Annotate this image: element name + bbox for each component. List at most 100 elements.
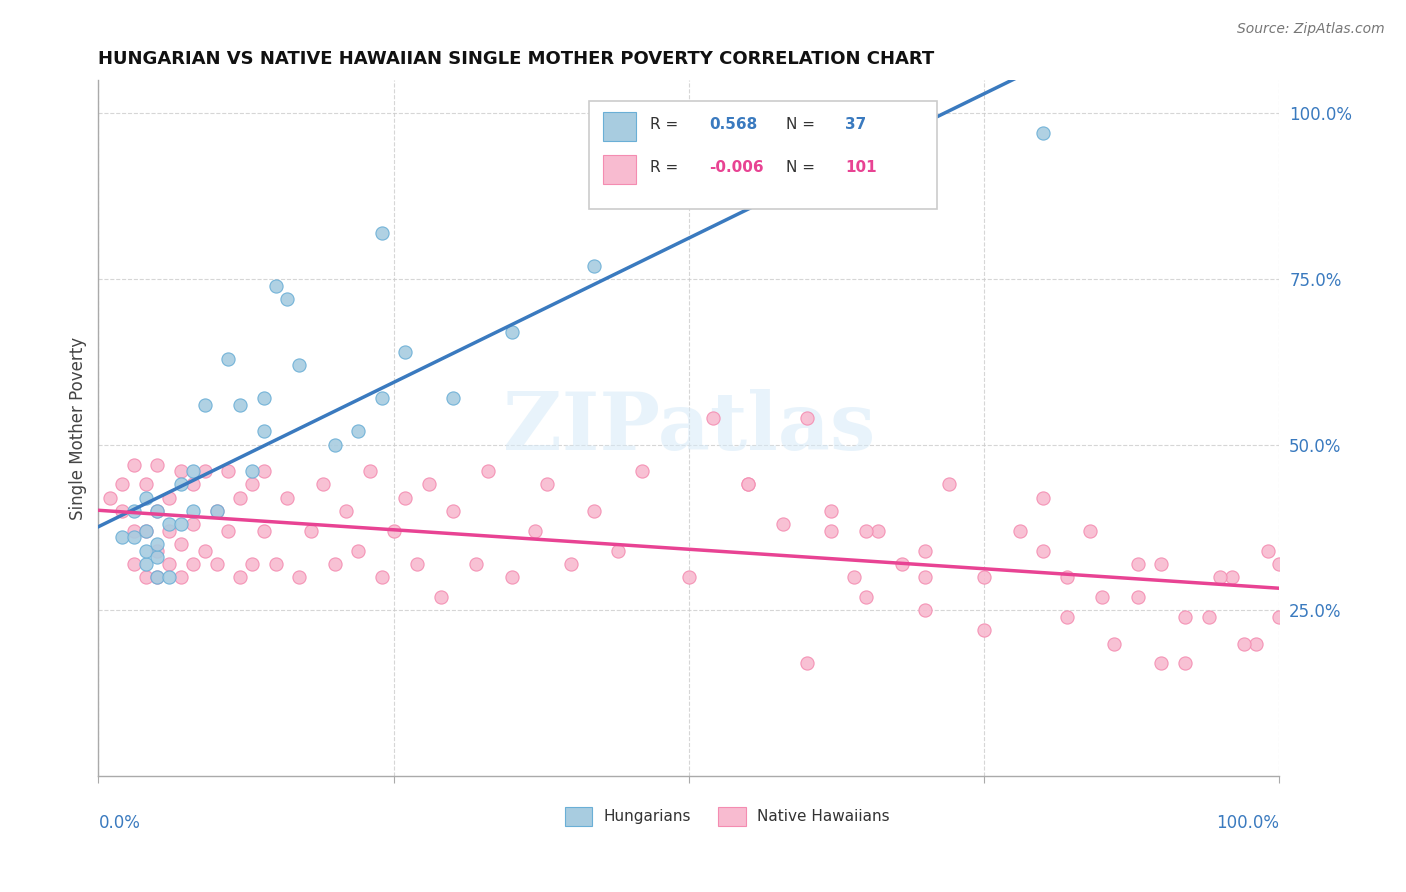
Point [607,543,630,558]
Point [205,504,228,518]
Point [335,504,357,518]
Point [394,491,416,505]
Point [240,464,263,478]
Point [146,537,169,551]
Text: N =: N = [786,161,820,176]
Point [1126,557,1149,571]
Point [122,531,145,545]
Point [135,524,157,538]
Point [1150,657,1173,671]
Point [194,398,217,412]
Point [217,351,239,366]
Text: R =: R = [650,118,683,132]
Point [1080,524,1102,538]
Point [418,477,440,491]
Text: 101: 101 [845,161,876,176]
Point [347,425,370,439]
Point [312,477,335,491]
Point [630,464,652,478]
Point [394,345,416,359]
Point [135,477,157,491]
Point [737,477,759,491]
Point [146,543,169,558]
FancyBboxPatch shape [565,806,592,826]
Text: R =: R = [650,161,683,176]
Point [205,557,228,571]
Text: 100.0%: 100.0% [1216,814,1279,832]
Point [501,570,523,584]
Point [229,570,252,584]
Point [146,570,169,584]
Text: Source: ZipAtlas.com: Source: ZipAtlas.com [1237,22,1385,37]
Point [146,504,169,518]
Point [1032,543,1054,558]
Point [678,570,700,584]
Point [181,504,204,518]
Point [157,517,180,532]
Point [157,524,180,538]
Point [1209,570,1232,584]
Point [157,570,180,584]
Point [844,570,866,584]
Point [973,570,995,584]
Point [98,491,121,505]
Point [382,524,405,538]
Point [973,624,995,638]
Point [253,425,276,439]
Point [229,398,252,412]
Point [323,557,346,571]
Point [560,557,582,571]
Point [253,392,276,406]
Point [170,517,193,532]
Point [157,557,180,571]
Point [181,557,204,571]
Point [866,524,889,538]
Point [359,464,381,478]
FancyBboxPatch shape [589,101,936,209]
Point [135,570,157,584]
Point [772,517,794,532]
Point [122,524,145,538]
Point [111,531,134,545]
Point [170,477,193,491]
Point [1257,543,1279,558]
Point [1150,557,1173,571]
Point [181,477,204,491]
Point [914,570,936,584]
Point [170,570,193,584]
Point [501,325,523,339]
Point [796,657,818,671]
Point [253,464,276,478]
Point [264,557,287,571]
Point [1268,557,1291,571]
FancyBboxPatch shape [603,112,636,141]
Text: -0.006: -0.006 [709,161,763,176]
Point [288,570,311,584]
Point [181,464,204,478]
Point [796,411,818,425]
Point [181,517,204,532]
Point [1233,636,1256,650]
Point [1102,636,1125,650]
Text: N =: N = [786,118,820,132]
Point [276,491,298,505]
Point [441,392,464,406]
Point [1268,610,1291,624]
Point [371,226,394,240]
Point [347,543,370,558]
Point [135,491,157,505]
Point [1032,491,1054,505]
Text: 0.568: 0.568 [709,118,758,132]
Text: Native Hawaiians: Native Hawaiians [758,809,890,824]
Point [194,464,217,478]
Point [122,557,145,571]
Point [264,278,287,293]
Point [217,524,239,538]
Y-axis label: Single Mother Poverty: Single Mother Poverty [69,336,87,520]
Point [855,172,877,186]
Point [135,557,157,571]
Point [217,464,239,478]
Point [855,590,877,604]
Point [465,557,488,571]
Point [1126,590,1149,604]
